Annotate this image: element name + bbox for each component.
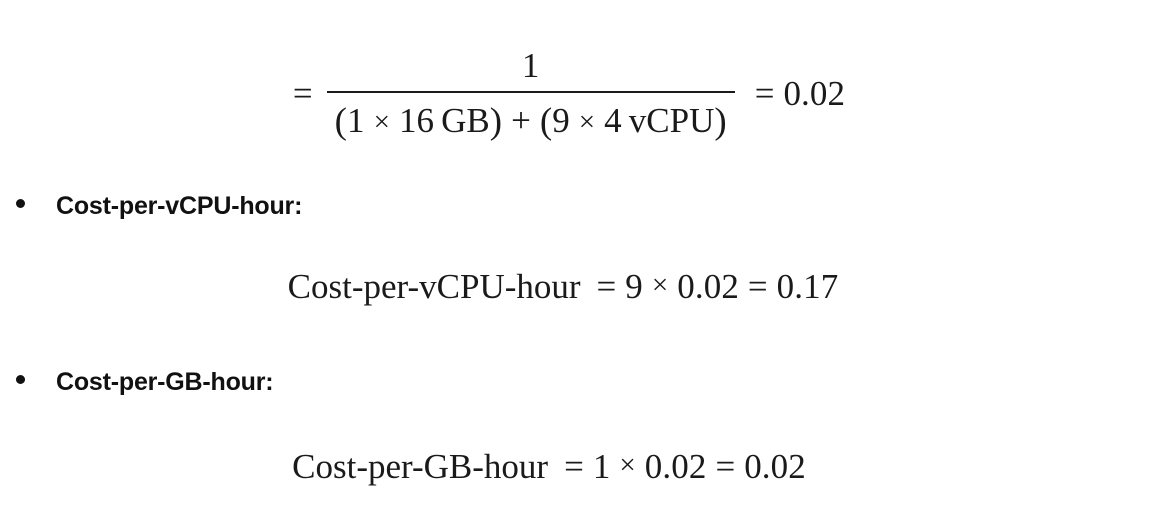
gb-equals-1: = bbox=[564, 446, 584, 486]
term2-unit: vCPU bbox=[628, 100, 715, 140]
list-item: Cost-per-vCPU-hour: bbox=[16, 192, 302, 221]
gb-factor: 1 bbox=[592, 446, 611, 486]
vcpu-equals-2: = bbox=[747, 266, 768, 306]
fraction-bar bbox=[326, 90, 735, 93]
term1-coefficient: 1 bbox=[346, 100, 365, 140]
term2-value: 4 bbox=[604, 100, 622, 140]
term1-unit: GB bbox=[441, 100, 490, 140]
multiplication-sign-1: × bbox=[373, 105, 390, 138]
fraction-denominator: (1 × 16 GB) + (9 × 4 vCPU) bbox=[327, 93, 735, 142]
fraction-numerator: 1 bbox=[521, 45, 540, 85]
plus-sign: + bbox=[511, 100, 531, 140]
leading-equals-sign: = bbox=[292, 73, 313, 113]
display-equation-gb: Cost-per-GB-hour = 1 × 0.02 = 0.02 bbox=[0, 438, 1162, 494]
fraction: 1 (1 × 16 GB) + (9 × 4 vCPU) bbox=[326, 45, 735, 142]
open-paren-2: ( bbox=[539, 100, 553, 142]
display-equation-vcpu: Cost-per-vCPU-hour = 9 × 0.02 = 0.17 bbox=[0, 258, 1162, 314]
term1-value: 16 bbox=[398, 100, 435, 140]
vcpu-result: 0.17 bbox=[776, 266, 839, 306]
open-paren-1: ( bbox=[334, 100, 347, 142]
close-paren-2: ) bbox=[714, 100, 727, 142]
vcpu-rate: 0.02 bbox=[677, 266, 739, 306]
vcpu-equation-label: Cost-per-vCPU-hour bbox=[287, 266, 581, 306]
gb-equation-label: Cost-per-GB-hour bbox=[292, 446, 549, 486]
term2-coefficient: 9 bbox=[552, 100, 570, 140]
bullet-label-vcpu: Cost-per-vCPU-hour: bbox=[56, 192, 303, 220]
bullet-label-gb: Cost-per-GB-hour: bbox=[56, 368, 274, 396]
gb-result: 0.02 bbox=[744, 446, 806, 486]
gb-rate: 0.02 bbox=[644, 446, 707, 486]
close-paren-1: ) bbox=[489, 100, 503, 142]
multiplication-sign-2: × bbox=[578, 105, 596, 138]
list-item: Cost-per-GB-hour: bbox=[16, 368, 274, 397]
gb-multiplication-sign: × bbox=[619, 448, 636, 481]
fraction-result: 0.02 bbox=[783, 73, 846, 113]
display-equation-fraction: = 1 (1 × 16 GB) + (9 × 4 vCPU) = 0.02 bbox=[0, 34, 1162, 152]
vcpu-multiplication-sign: × bbox=[651, 268, 669, 301]
gb-equals-2: = bbox=[715, 446, 736, 486]
vcpu-factor: 9 bbox=[625, 266, 643, 306]
bullet-point-icon bbox=[16, 199, 25, 208]
equals-sign-result: = bbox=[754, 73, 775, 113]
bullet-point-icon bbox=[16, 375, 25, 384]
vcpu-equals-1: = bbox=[596, 266, 617, 306]
